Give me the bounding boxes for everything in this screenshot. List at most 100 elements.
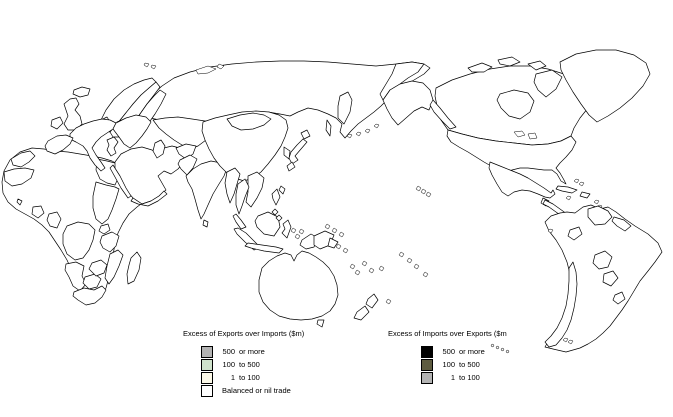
- legend-imports: Excess of Imports over Exports ($m 500 o…: [388, 329, 507, 384]
- region-south-africa: [72, 285, 107, 306]
- legend-item-value: 100: [222, 360, 235, 369]
- legend-item-value: 500: [222, 347, 235, 356]
- region-thailand: [235, 178, 250, 215]
- region-tanzania: [99, 231, 120, 253]
- legend-item-label: or more: [459, 347, 485, 356]
- region-iberia: [44, 134, 74, 155]
- region-great-lakes: [513, 130, 538, 140]
- legend-swatch: [201, 358, 213, 371]
- region-chile: [544, 261, 578, 348]
- region-cuba: [555, 185, 578, 194]
- legend-item: 100 to 500: [201, 358, 304, 371]
- region-red-sea: [109, 164, 132, 199]
- region-australia: [258, 250, 339, 321]
- region-arctic-island-2: [497, 56, 521, 67]
- region-sakhalin: [325, 119, 332, 137]
- region-kamchatka: [337, 91, 353, 125]
- region-mexico: [488, 161, 556, 199]
- legend-item-value: 1: [450, 373, 455, 382]
- legend-item: 500 or more: [201, 345, 304, 358]
- legend-item: Balanced or nil trade: [201, 384, 304, 397]
- region-mozambique: [104, 249, 124, 285]
- region-pakistan: [177, 154, 198, 176]
- region-sri-lanka: [202, 219, 209, 228]
- legend-item-label: to 500: [239, 360, 260, 369]
- region-cameroon-gabon: [46, 211, 62, 229]
- legend-item-label: to 100: [239, 373, 260, 382]
- legend-swatch: [421, 345, 433, 358]
- legend-item-value: 500: [442, 347, 455, 356]
- legend-exports: Excess of Exports over Imports ($m) 500 …: [183, 329, 304, 397]
- region-alaska-panhandle: [429, 99, 457, 130]
- region-western-europe: [69, 118, 117, 172]
- legend-item-value: 100: [442, 360, 455, 369]
- region-ecuador: [567, 226, 583, 241]
- region-sulawesi: [281, 219, 292, 239]
- region-caspian-sea: [152, 139, 166, 159]
- region-java: [244, 242, 284, 254]
- region-taiwan: [278, 185, 286, 195]
- region-sudan: [92, 181, 120, 225]
- region-baffin: [533, 69, 563, 98]
- region-arctic-island-1: [467, 62, 493, 73]
- region-myanmar: [224, 167, 241, 204]
- region-alaska: [382, 80, 434, 126]
- region-tasmania: [316, 319, 325, 328]
- legend-swatch: [201, 384, 213, 397]
- region-png-east: [327, 237, 339, 249]
- region-hawaii: [415, 185, 432, 198]
- region-falklands: [562, 337, 574, 345]
- legend-swatch: [201, 345, 213, 358]
- legend-exports-title: Excess of Exports over Imports ($m): [183, 329, 305, 338]
- region-namibia: [64, 261, 87, 292]
- region-arctic-island-3: [527, 60, 547, 71]
- region-usa: [446, 129, 577, 185]
- region-yemen-oman: [130, 190, 168, 207]
- region-japan-kyushu: [286, 161, 296, 172]
- region-indochina: [245, 171, 265, 208]
- region-eastern-europe: [112, 114, 152, 149]
- legend-item: 1 to 100: [421, 371, 507, 384]
- legend-item: 100 to 500: [421, 358, 507, 371]
- region-paraguay: [602, 270, 619, 287]
- legend-imports-title: Excess of Imports over Exports ($m: [388, 329, 507, 338]
- region-novaya-zemlya: [195, 63, 225, 75]
- region-hispaniola: [579, 191, 591, 199]
- region-greenland: [559, 49, 651, 123]
- region-ghana: [31, 205, 45, 219]
- region-madagascar: [126, 251, 142, 285]
- region-japan-hokkaido: [300, 129, 311, 140]
- legend-item-label: to 500: [459, 360, 480, 369]
- region-morocco: [10, 150, 36, 168]
- region-guianas: [611, 216, 632, 232]
- region-moluccas: [290, 227, 305, 240]
- region-new-zealand-north: [365, 293, 379, 309]
- region-new-zealand-south: [353, 305, 370, 321]
- region-svalbard: [143, 62, 157, 70]
- legend-item: 1 to 100: [201, 371, 304, 384]
- legend-imports-rows: 500 or more 100 to 500 1 to 100: [388, 345, 507, 384]
- region-philippines: [271, 188, 283, 222]
- region-venezuela: [587, 205, 613, 226]
- region-hudson-bay: [496, 89, 535, 120]
- region-india: [185, 160, 228, 220]
- region-uruguay: [612, 291, 626, 305]
- legend-item-value: 1: [230, 373, 235, 382]
- legend-item-label: or more: [239, 347, 265, 356]
- legend-swatch: [201, 371, 213, 384]
- region-borneo: [254, 211, 281, 237]
- region-drc: [62, 221, 96, 261]
- region-melanesia-dots: [324, 223, 392, 305]
- region-malay-peninsula: [232, 213, 247, 230]
- region-uganda: [98, 223, 111, 235]
- legend-item-label: to 100: [459, 373, 480, 382]
- region-korea: [283, 146, 291, 160]
- region-mongolia: [226, 112, 272, 131]
- region-japan-honshu: [288, 138, 308, 165]
- legend-exports-rows: 500 or more 100 to 500 1 to 100 Balanced…: [183, 345, 304, 397]
- region-mauritania: [3, 167, 35, 187]
- legend-item-label: Balanced or nil trade: [222, 386, 291, 395]
- region-zimbabwe: [88, 259, 108, 277]
- region-china: [201, 110, 289, 182]
